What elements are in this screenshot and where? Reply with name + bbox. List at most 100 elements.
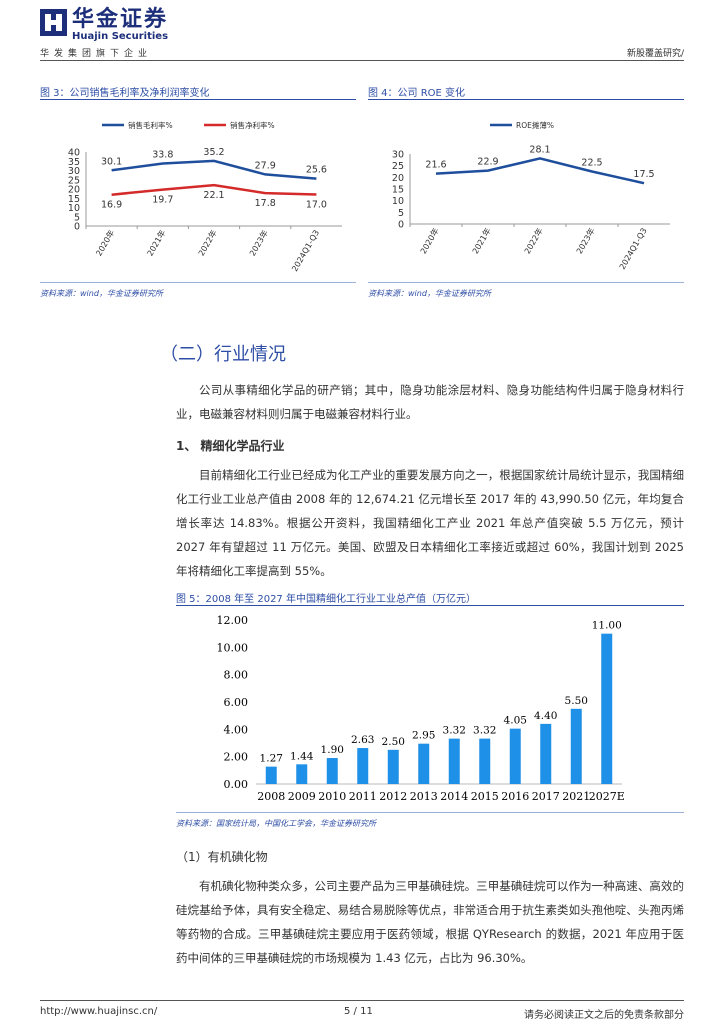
- fig5-bar-label-3: 2.63: [351, 734, 374, 746]
- fig4-series-0-label-2: 28.1: [529, 144, 550, 155]
- fig5-bar-label-6: 3.32: [443, 725, 466, 737]
- fig3-series-line-1: [111, 183, 317, 196]
- fig5-ytick-3: 6.00: [224, 696, 249, 709]
- fig4-series-0-label-0: 21.6: [425, 160, 446, 171]
- fig4-ytick-1: 5: [398, 208, 404, 219]
- section-intro-paragraph: 公司从事精细化学品的研产销；其中，隐身功能涂层材料、隐身功能结构件归属于隐身材料…: [176, 383, 684, 421]
- fig4-series-0-label-1: 22.9: [477, 157, 498, 168]
- fig5-bar-label-1: 1.44: [290, 750, 314, 762]
- fig3-bottom-rule: [40, 282, 356, 283]
- fig5-xtick-10: 2021: [562, 790, 590, 803]
- fig4-caption: 图 4：公司 ROE 变化: [368, 88, 466, 99]
- fig3-series-1-label-0: 16.9: [101, 200, 122, 211]
- fig5-ytick-4: 8.00: [224, 669, 249, 682]
- fig4-series-line-0: [435, 157, 645, 185]
- fine-chemicals-paragraph: 目前精细化工行业已经成为化工产业的重要发展方向之一，根据国家统计局统计显示，我国…: [176, 468, 684, 578]
- fig5-bar-label-5: 2.95: [412, 730, 435, 742]
- fig3-caption-rule: [40, 99, 356, 100]
- fig4-xtick-2: 2022年: [522, 226, 545, 256]
- fig4-caption-rule: [368, 99, 684, 100]
- fig5-xtick-1: 2009: [288, 790, 316, 803]
- fig3-legend-label-0: 销售毛利率%: [128, 120, 173, 130]
- organic-iodide-paragraph: 有机碘化物种类众多，公司主要产品为三甲基碘硅烷。三甲基碘硅烷可以作为一种高速、高…: [176, 879, 684, 965]
- page-number: 5 / 11: [344, 1006, 373, 1017]
- fig3-ytick-2: 10: [68, 203, 80, 214]
- fig3-ytick-8: 40: [68, 148, 80, 159]
- fig3-ytick-4: 20: [68, 185, 80, 196]
- fig5-xtick-11: 2027E: [589, 790, 625, 803]
- fig4-bottom-rule: [368, 282, 684, 283]
- fig4-source: 资料来源：wind，华金证券研究所: [368, 289, 491, 298]
- fig4-ytick-4: 20: [392, 173, 404, 184]
- fig3-ytick-0: 0: [74, 222, 80, 233]
- fig5-bottom-rule: [176, 812, 684, 813]
- fig3-series-0-label-4: 25.6: [306, 165, 327, 176]
- fig3-ytick-3: 15: [68, 194, 80, 205]
- fig5-caption-rule: [176, 605, 684, 606]
- fig3-series-0-label-3: 27.9: [255, 160, 276, 171]
- fig4-ytick-6: 30: [392, 150, 404, 161]
- fig3-ytick-7: 35: [68, 157, 80, 168]
- fig5-ytick-2: 4.00: [224, 723, 249, 736]
- fig5-ytick-6: 12.00: [217, 614, 249, 627]
- fig4-ytick-5: 25: [392, 161, 404, 172]
- fig5-bar-7: [479, 738, 491, 784]
- fig3-xtick-2: 2022年: [196, 228, 219, 258]
- fig5-bar-11: [601, 633, 613, 784]
- subsection-organic-iodide-title: （1）有机碘化物: [176, 850, 268, 864]
- fig5-bar-chart: 0.00 2.00 4.00 6.00 8.00 10.00 12.00 1.27 2008 1.…: [217, 614, 625, 803]
- footer-url[interactable]: http://www.huajinsc.cn/: [40, 1006, 158, 1017]
- fig5-caption: 图 5：2008 年至 2027 年中国精细化工行业工业总产值（万亿元）: [176, 594, 476, 605]
- document-type: 新股覆盖研究/: [626, 49, 684, 59]
- fig5-bar-1: [296, 764, 308, 784]
- fig5-xtick-9: 2017: [532, 790, 560, 803]
- fig5-xtick-0: 2008: [257, 790, 285, 803]
- group-tagline: 华发集团旗下企业: [40, 49, 153, 59]
- fig4-series-0-label-4: 17.5: [633, 169, 654, 180]
- fig3-series-0-label-2: 35.2: [203, 147, 224, 158]
- fig4-ytick-2: 10: [392, 196, 404, 207]
- fig3-ytick-1: 5: [74, 212, 80, 223]
- fig5-xtick-7: 2015: [471, 790, 499, 803]
- fig3-series-line-0: [111, 159, 317, 180]
- fig5-bar-label-7: 3.32: [473, 725, 496, 737]
- fig3-ytick-6: 30: [68, 166, 80, 177]
- fig5-xtick-5: 2013: [410, 790, 438, 803]
- fig4-xtick-3: 2023年: [574, 226, 597, 256]
- fig5-bar-3: [357, 748, 369, 784]
- fig5-ytick-0: 0.00: [224, 778, 249, 791]
- fig3-xtick-3: 2023年: [247, 228, 270, 258]
- fig5-bar-label-8: 4.05: [504, 715, 527, 727]
- fig5-source: 资料来源：国家统计局，中国化工学会，华金证券研究所: [176, 819, 376, 828]
- fig5-bar-0: [265, 766, 277, 784]
- fig5-bar-2: [326, 758, 338, 784]
- subsection-fine-chemicals-title: 1、 精细化学品行业: [176, 439, 285, 453]
- fig5-bar-6: [448, 738, 460, 784]
- fig3-series-0-label-0: 30.1: [101, 156, 122, 167]
- fig4-xtick-4: 2024Q1-Q3: [618, 227, 649, 272]
- fig5-ytick-5: 10.00: [217, 641, 249, 654]
- fig3-series-1-label-3: 17.8: [255, 198, 276, 209]
- fig5-xtick-2: 2010: [318, 790, 346, 803]
- fig4-xtick-0: 2020年: [418, 226, 441, 256]
- header-divider: [40, 60, 684, 61]
- fig5-bar-9: [540, 723, 552, 784]
- fig5-bar-label-9: 4.40: [534, 710, 557, 722]
- disclaimer-note: 请务必阅读正文之后的免责条款部分: [524, 1010, 684, 1021]
- fig5-bar-8: [509, 728, 521, 784]
- fig5-bar-label-2: 1.90: [321, 744, 344, 756]
- fig3-xtick-0: 2020年: [93, 228, 116, 258]
- fig3-series-1-label-4: 17.0: [306, 200, 327, 211]
- fig5-bar-label-4: 2.50: [382, 736, 405, 748]
- fig3-series-1-label-1: 19.7: [152, 195, 173, 206]
- fig5-bar-4: [387, 749, 399, 784]
- footer-divider: [40, 1000, 684, 1001]
- fig5-xtick-4: 2012: [379, 790, 407, 803]
- fig5-xtick-8: 2016: [501, 790, 529, 803]
- section-title: （二）行业情况: [160, 344, 286, 365]
- fig5-bar-label-0: 1.27: [260, 753, 283, 765]
- fig4-legend-label-0: ROE摊薄%: [516, 120, 554, 130]
- company-logo-mark: [40, 9, 67, 36]
